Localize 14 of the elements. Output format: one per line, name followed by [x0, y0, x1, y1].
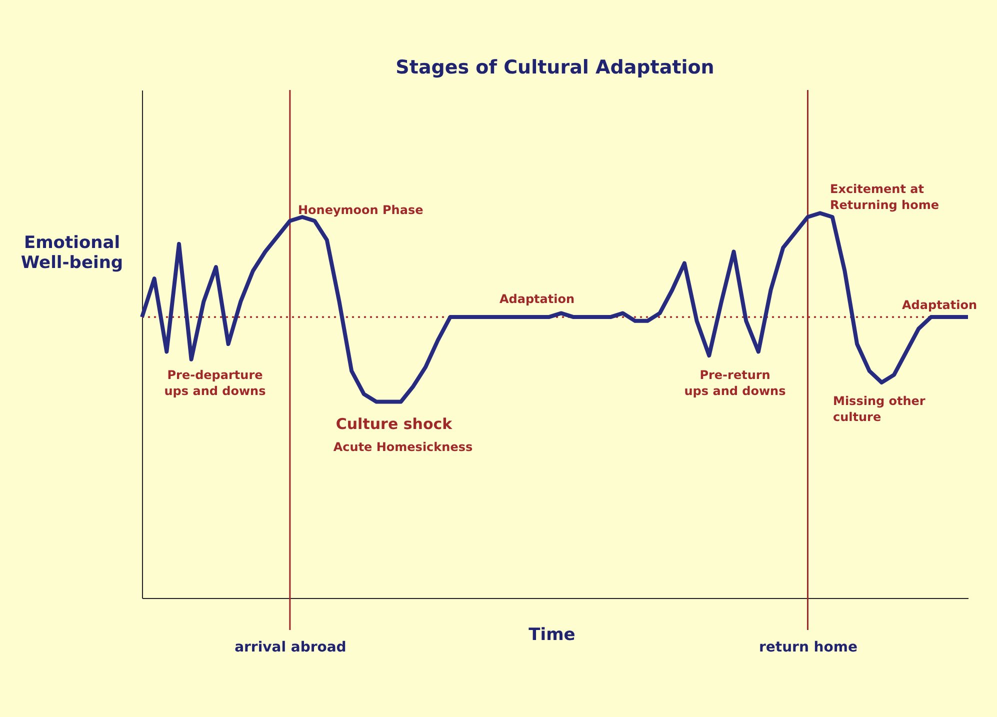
y-axis-title: Emotional Well-being — [20, 233, 124, 273]
annotation: Adaptation — [902, 298, 978, 312]
chart-title: Stages of Cultural Adaptation — [396, 56, 714, 78]
annotation: Pre-return ups and downs — [684, 368, 786, 398]
x-axis-title: Time — [528, 625, 576, 645]
annotation: Adaptation — [499, 292, 575, 306]
annotation: Missing other culture — [833, 394, 926, 424]
annotation: Acute Homesickness — [333, 440, 473, 454]
annotation: Pre-departure ups and downs — [164, 368, 266, 398]
x-tick-label: arrival abroad — [234, 640, 346, 656]
annotation: Culture shock — [336, 415, 454, 433]
x-tick-label: return home — [758, 640, 858, 656]
text: Excitement at Returning home — [830, 182, 939, 212]
annotation: Honeymoon Phase — [298, 203, 424, 217]
